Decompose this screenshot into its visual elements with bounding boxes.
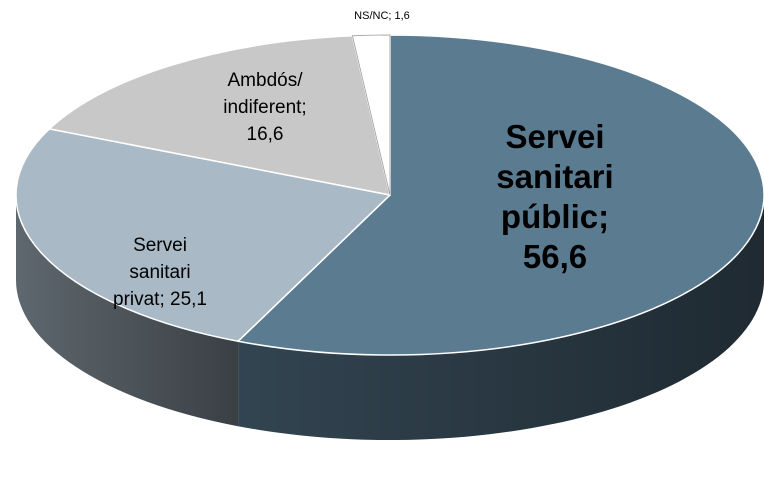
slice-label-line: privat; 25,1 — [113, 289, 207, 310]
slice-label-1: Servei sanitari privat; 25,1 — [113, 235, 207, 310]
pie-slice-0 — [237, 34, 764, 356]
pie-slice-side-shade-1 — [16, 195, 239, 427]
slice-label-line: sanitari — [496, 158, 613, 195]
slice-label-line: Servei — [505, 118, 604, 155]
slice-label-3: NS/NC; 1,6 — [354, 10, 410, 22]
slice-label-line: Ambdós/ — [228, 70, 304, 91]
slice-label-line: sanitari — [129, 262, 190, 283]
pie-slice-2 — [48, 35, 391, 196]
slice-label-line: 56,6 — [523, 238, 587, 275]
pie-slice-outline-3 — [351, 34, 391, 196]
pie-top-slices — [15, 34, 764, 356]
slice-label-line: públic; — [501, 198, 609, 235]
slice-label-0: Servei sanitari públic; 56,6 — [496, 118, 613, 275]
slice-label-line: 16,6 — [247, 124, 284, 145]
pie-slice-side-shade-0 — [238, 195, 764, 440]
pie-side-walls — [16, 195, 764, 440]
slice-label-line: NS/NC; 1,6 — [354, 10, 410, 22]
slice-label-line: indiferent; — [223, 97, 306, 118]
slice-label-2: Ambdós/indiferent; 16,6 — [223, 70, 306, 145]
slice-label-line: Servei — [133, 235, 187, 256]
pie-slice-1 — [15, 128, 391, 342]
